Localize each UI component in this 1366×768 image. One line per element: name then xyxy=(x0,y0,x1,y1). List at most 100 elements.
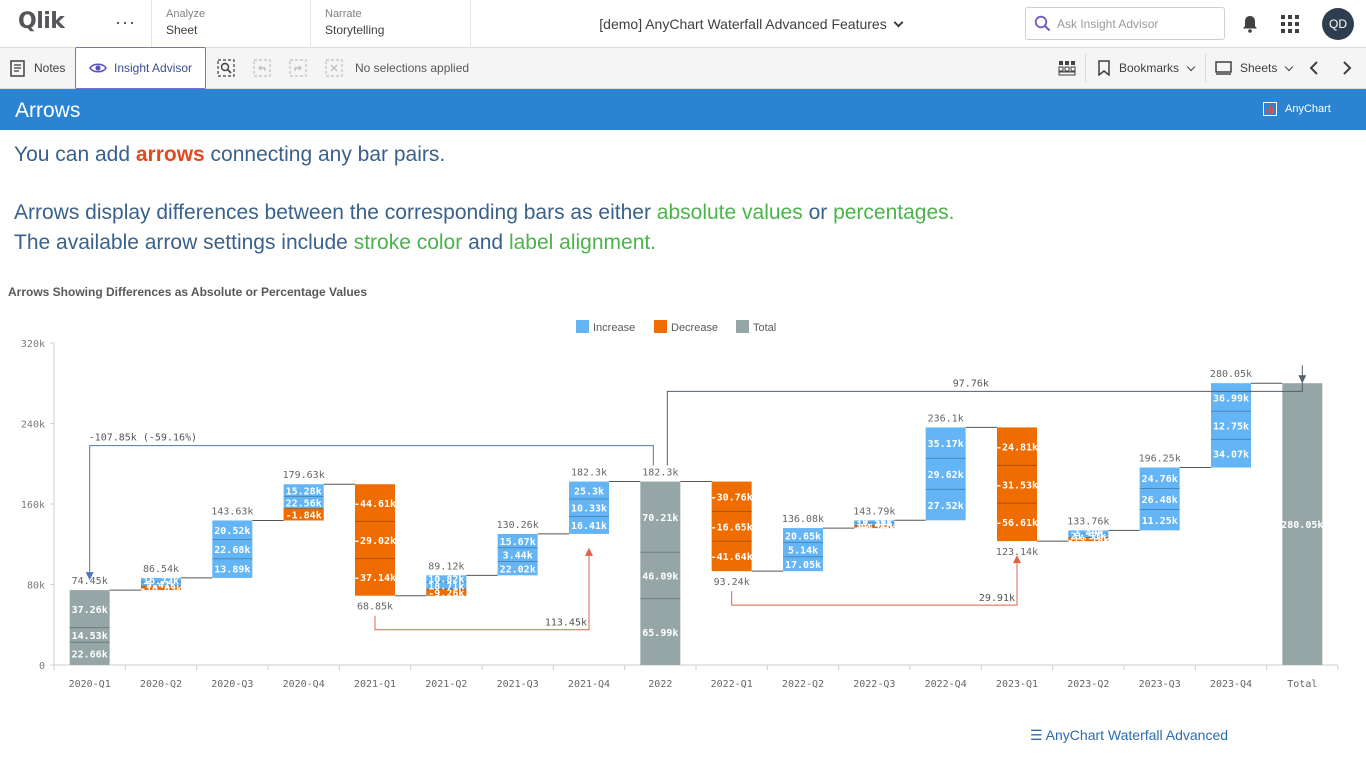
apps-grid-icon[interactable] xyxy=(1281,15,1299,33)
bar-value-label: 236.1k xyxy=(928,413,964,424)
tab-narrate[interactable]: Narrate Storytelling xyxy=(310,0,470,48)
segment-label: 35.17k xyxy=(928,439,964,450)
bar-2023-Q3 xyxy=(1139,467,1180,531)
bar-value-label: 196.25k xyxy=(1139,454,1181,465)
segment-label: 3.44k xyxy=(503,551,533,562)
bar-value-label: 130.26k xyxy=(497,520,539,531)
segment-label: 22.66k xyxy=(72,650,108,661)
step-back-icon[interactable] xyxy=(253,59,271,77)
bar-value-label: 136.08k xyxy=(782,514,824,525)
x-tick-label: 2022 xyxy=(648,679,672,690)
segment-label: 70.21k xyxy=(642,513,678,524)
legend-swatch xyxy=(654,320,667,333)
segment-label: 25.3k xyxy=(574,486,604,497)
bar-2020-Q3 xyxy=(212,520,253,578)
chart-title: Arrows Showing Differences as Absolute o… xyxy=(8,285,367,299)
segment-label: 5.41k xyxy=(146,580,176,591)
bookmark-icon xyxy=(1098,60,1110,76)
description-line-3: The available arrow settings include str… xyxy=(14,231,657,254)
bar-value-label: 68.85k xyxy=(357,602,393,613)
x-tick-label: 2020-Q3 xyxy=(211,679,253,690)
search-input[interactable] xyxy=(1057,16,1217,31)
search-icon xyxy=(1034,15,1051,32)
sheet-header: Arrows AnyChart xyxy=(0,89,1366,130)
bar-value-label: 182.3k xyxy=(642,468,678,479)
x-tick-label: 2021-Q1 xyxy=(354,679,396,690)
y-tick-label: 160k xyxy=(21,500,45,511)
bar-value-label: 86.54k xyxy=(143,564,179,575)
previous-sheet-icon[interactable] xyxy=(1306,59,1324,77)
legend-item: Total xyxy=(753,322,776,334)
segment-label: 22.56k xyxy=(286,498,322,509)
segment-negative xyxy=(1068,537,1109,542)
bar-value-label: 89.12k xyxy=(428,561,464,572)
anychart-logo-icon xyxy=(1263,102,1277,116)
app-title-dropdown[interactable]: [demo] AnyChart Waterfall Advanced Featu… xyxy=(470,0,1030,48)
chart-source-link[interactable]: ☰ AnyChart Waterfall Advanced xyxy=(1030,727,1229,743)
bar-value-label: 182.3k xyxy=(571,468,607,479)
segment-label: 15.67k xyxy=(500,537,536,548)
x-tick-label: 2022-Q3 xyxy=(853,679,895,690)
arrow-head xyxy=(1298,375,1307,384)
legend-swatch xyxy=(576,320,589,333)
bar-value-label: 280.05k xyxy=(1210,369,1252,380)
x-tick-label: 2022-Q1 xyxy=(711,679,753,690)
segment-label: 24.76k xyxy=(1142,474,1178,485)
segment-label: 5.14k xyxy=(788,546,818,557)
insight-search[interactable] xyxy=(1025,7,1225,40)
segment-label: -56.61k xyxy=(996,518,1038,529)
segment-label: 27.52k xyxy=(928,501,964,512)
tab-analyze[interactable]: Analyze Sheet xyxy=(151,0,310,48)
selections-status: No selections applied xyxy=(355,61,470,75)
segment-label: 280.05k xyxy=(1281,520,1323,531)
smart-search-icon[interactable] xyxy=(217,59,235,77)
bell-icon[interactable] xyxy=(1240,14,1260,34)
bar-2022-Q1 xyxy=(711,481,752,572)
sheet-title: Arrows xyxy=(15,99,81,122)
segment-label: 20.52k xyxy=(214,526,250,537)
segment-label: -1.84k xyxy=(286,510,322,521)
y-tick-label: 320k xyxy=(21,339,45,350)
bar-2023-Q4 xyxy=(1211,383,1251,468)
notes-button[interactable]: Notes xyxy=(8,48,65,88)
bar-value-label: 133.76k xyxy=(1067,516,1109,527)
arrow-label: 97.76k xyxy=(953,378,989,389)
legend-item: Decrease xyxy=(671,322,718,334)
bar-2022-Q2 xyxy=(783,528,823,572)
qlik-logo[interactable]: Qlik xyxy=(18,9,65,34)
step-forward-icon[interactable] xyxy=(289,59,307,77)
bar-value-label: 74.45k xyxy=(72,576,108,587)
logo-text: Qlik xyxy=(18,9,65,34)
insight-advisor-button[interactable]: Insight Advisor xyxy=(75,47,206,89)
segment-label: -30.76k xyxy=(711,492,753,503)
x-tick-label: 2023-Q4 xyxy=(1210,679,1252,690)
anychart-badge[interactable]: AnyChart xyxy=(1263,102,1331,116)
bar-2023-Q1 xyxy=(997,427,1037,542)
segment-label: 26.48k xyxy=(1142,495,1178,506)
x-tick-label: Total xyxy=(1287,679,1317,690)
x-tick-label: 2023-Q1 xyxy=(996,679,1038,690)
bar-Total xyxy=(1282,383,1323,665)
segment-label: 18.71k xyxy=(428,582,464,593)
avatar[interactable]: QD xyxy=(1322,8,1354,40)
more-icon[interactable]: ··· xyxy=(115,12,136,32)
segment-negative xyxy=(141,586,181,591)
bookmarks-label: Bookmarks xyxy=(1119,61,1180,75)
segment-label: -14.27k xyxy=(853,523,895,534)
sheet-grid-icon[interactable] xyxy=(1058,59,1076,77)
segment-label: -10.03k xyxy=(140,584,182,595)
arrow-label: 29.91k xyxy=(979,593,1015,604)
clear-selections-icon[interactable] xyxy=(325,59,343,77)
segment-label: 16.41k xyxy=(571,521,607,532)
arrow-label: -107.85k (-59.16%) xyxy=(89,433,197,444)
tab-narrate-label: Narrate xyxy=(325,8,362,20)
next-sheet-icon[interactable] xyxy=(1337,59,1355,77)
sheets-button[interactable]: Sheets xyxy=(1215,48,1294,88)
segment-label: 22.68k xyxy=(214,545,250,556)
x-tick-label: 2021-Q3 xyxy=(497,679,539,690)
sheets-label: Sheets xyxy=(1240,61,1278,75)
bar-2023-Q2 xyxy=(1068,530,1109,542)
bookmarks-button[interactable]: Bookmarks xyxy=(1097,48,1196,88)
bar-value-label: 179.63k xyxy=(283,470,325,481)
insight-advisor-label: Insight Advisor xyxy=(114,61,193,75)
